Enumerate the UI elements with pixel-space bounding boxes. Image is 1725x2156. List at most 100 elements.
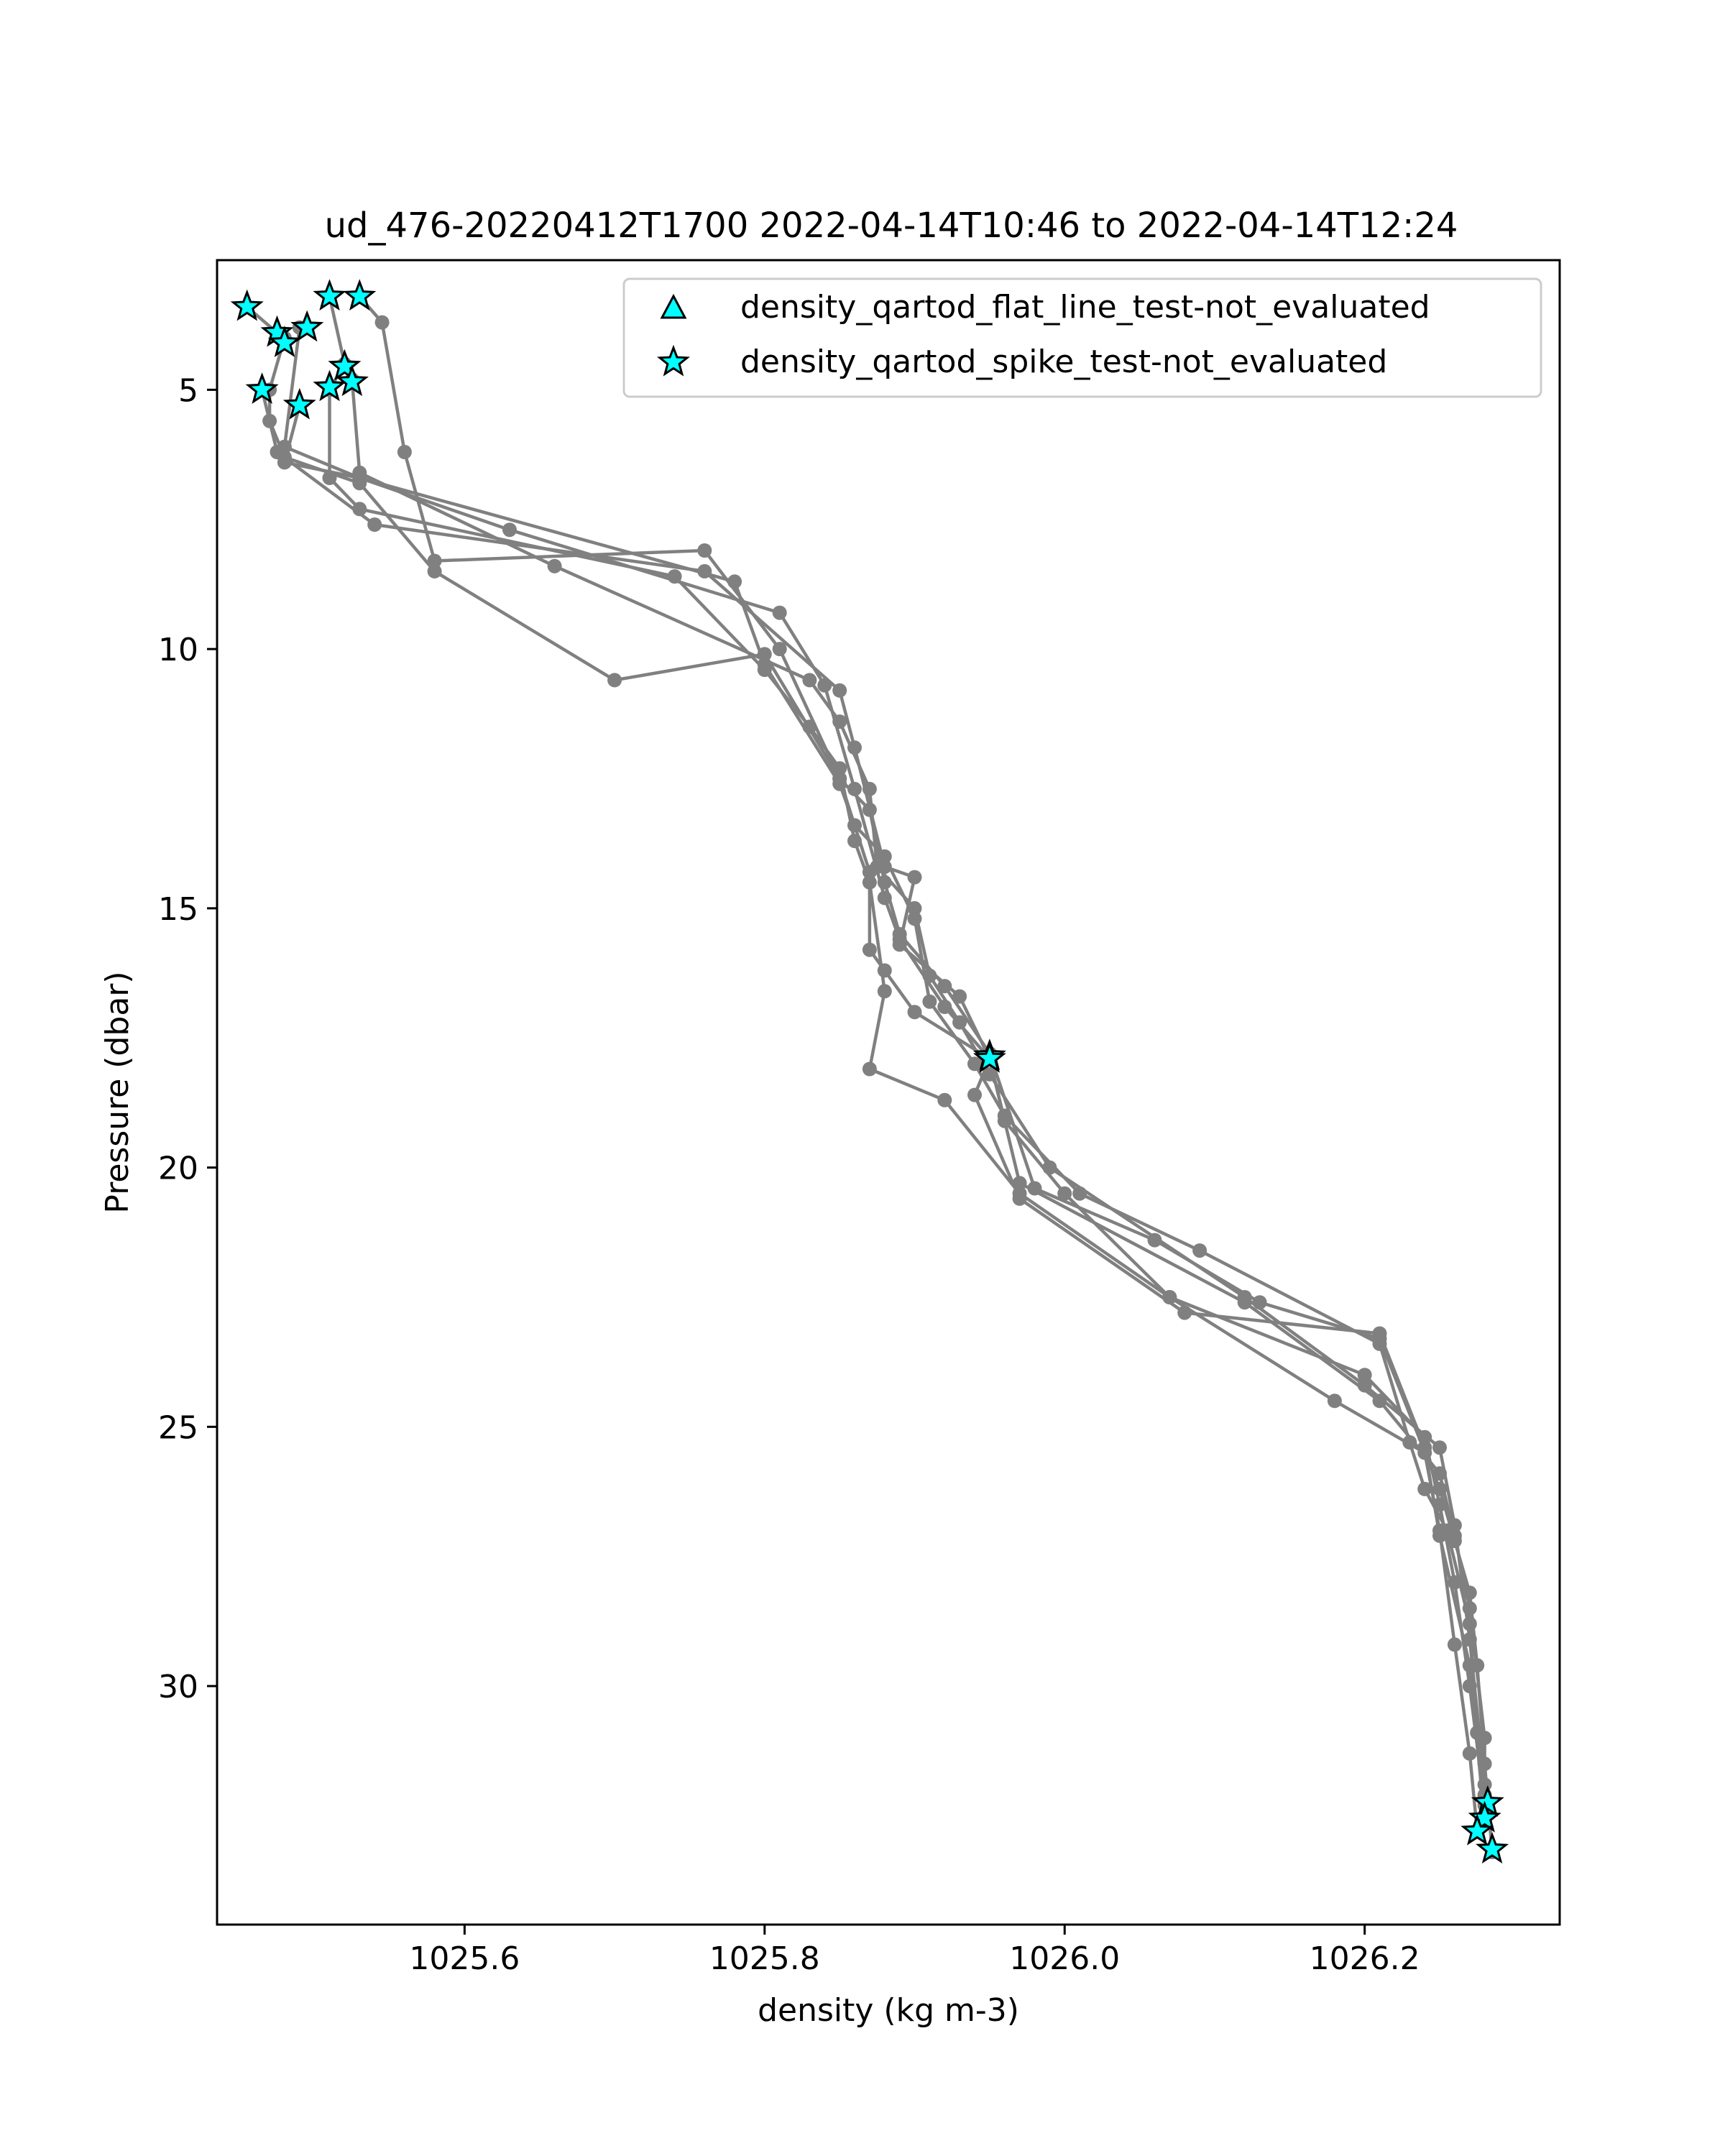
x-tick-label: 1025.6	[409, 1940, 520, 1977]
profile-point	[1177, 1305, 1192, 1320]
profile-point	[937, 1092, 952, 1107]
profile-point	[1327, 1393, 1342, 1409]
y-tick-label: 5	[178, 372, 198, 409]
profile-point	[967, 1087, 982, 1102]
profile-point	[772, 605, 787, 620]
legend: density_qartod_flat_line_test-not_evalua…	[622, 277, 1542, 398]
profile-point	[547, 558, 562, 573]
profile-point	[832, 683, 847, 698]
profile-point	[1237, 1290, 1252, 1304]
legend-box	[622, 277, 1542, 398]
profile-point	[967, 1056, 982, 1072]
profile-point	[862, 875, 877, 890]
legend-label-spike: density_qartod_spike_test-not_evaluated	[740, 344, 1387, 380]
spike-test-star-marker	[290, 310, 324, 342]
profile-point	[907, 900, 922, 916]
profile-point	[352, 465, 367, 480]
profile-point	[952, 989, 967, 1004]
profile-point	[607, 673, 622, 688]
tick-layer: 1025.6 1025.8 1026.0 1026.2 5 10 15 20 25 30	[158, 372, 1420, 1977]
profile-point	[727, 574, 742, 589]
y-tick-label: 25	[158, 1409, 198, 1446]
profile-line	[350, 379, 1486, 1785]
legend-triangle-marker-icon	[660, 293, 687, 319]
profile-point	[1372, 1326, 1387, 1341]
spike-test-star-marker	[1476, 1832, 1509, 1864]
spike-test-star-marker	[245, 372, 279, 405]
profile-point	[1417, 1440, 1432, 1455]
x-tick-label: 1026.0	[1009, 1940, 1120, 1977]
spike-test-star-marker	[313, 369, 346, 402]
profile-point	[847, 818, 862, 833]
profile-point	[1192, 1243, 1208, 1258]
profile-point	[922, 994, 937, 1009]
profile-point	[374, 315, 390, 330]
legend-star-marker-icon	[656, 344, 691, 377]
profile-point	[270, 445, 285, 459]
profile-point	[1447, 1518, 1462, 1533]
profile-point	[322, 471, 337, 485]
x-tick-label: 1025.8	[709, 1940, 820, 1977]
spike-test-star-marker	[972, 1041, 1006, 1073]
profile-point	[802, 673, 817, 688]
profile-point	[1462, 1658, 1477, 1673]
profile-point	[877, 890, 892, 906]
axes-frame	[216, 259, 1561, 1926]
profile-point	[772, 642, 787, 657]
profile-point	[862, 1061, 877, 1077]
spike-test-star-marker	[343, 279, 377, 311]
marker-layer	[230, 279, 1509, 1864]
profile-series	[277, 398, 1492, 1802]
profile-point	[1447, 1637, 1462, 1652]
profile-point	[1402, 1435, 1417, 1450]
profile-point	[1432, 1440, 1447, 1455]
profile-point	[1057, 1186, 1072, 1201]
x-axis-label: density (kg m-3)	[758, 1992, 1019, 2029]
profile-point	[427, 563, 442, 579]
profile-point	[877, 860, 892, 875]
profile-point	[1372, 1393, 1387, 1409]
spike-test-star-marker	[313, 279, 346, 311]
profile-point	[847, 781, 862, 796]
profile-point	[697, 543, 712, 558]
y-axis-label: Pressure (dbar)	[99, 971, 136, 1213]
profile-point	[832, 714, 847, 729]
profile-point	[697, 563, 712, 579]
y-tick-label: 20	[158, 1151, 198, 1187]
profile-point	[847, 740, 862, 755]
profile-point	[1357, 1368, 1372, 1383]
profile-point	[847, 834, 862, 849]
profile-point	[832, 776, 847, 791]
profile-point	[1432, 1528, 1447, 1543]
spike-test-star-marker	[230, 289, 264, 321]
spike-test-star-marker	[1460, 1813, 1494, 1846]
legend-label-flat-line: density_qartod_flat_line_test-not_evalua…	[740, 289, 1430, 326]
profile-point	[1357, 1378, 1372, 1393]
plot-area	[239, 289, 1500, 1859]
spike-test-star-marker	[282, 387, 316, 420]
profile-point	[397, 445, 412, 459]
profile-point	[367, 517, 382, 532]
profile-point	[502, 522, 517, 538]
profile-point	[427, 553, 442, 568]
chart-title: ud_476-20220412T1700 2022-04-14T10:46 to…	[325, 206, 1458, 246]
profile-point	[877, 984, 892, 999]
profile-point	[997, 1108, 1012, 1123]
y-tick-label: 30	[158, 1669, 198, 1705]
profile-series	[344, 372, 1492, 1792]
profile-point	[907, 870, 922, 885]
y-tick-label: 15	[158, 891, 198, 928]
profile-point	[892, 937, 907, 952]
profile-point	[1042, 1160, 1057, 1175]
spike-test-star-marker	[335, 364, 369, 397]
profile-point	[907, 1005, 922, 1020]
profile-point	[862, 942, 877, 957]
profile-point	[952, 1015, 967, 1030]
spike-test-star-marker	[1468, 1800, 1501, 1833]
profile-point	[1417, 1481, 1432, 1496]
spike-test-star-marker	[267, 326, 301, 358]
spike-test-star-marker	[328, 349, 362, 381]
y-tick-label: 10	[158, 632, 198, 668]
profile-point	[1462, 1746, 1477, 1761]
